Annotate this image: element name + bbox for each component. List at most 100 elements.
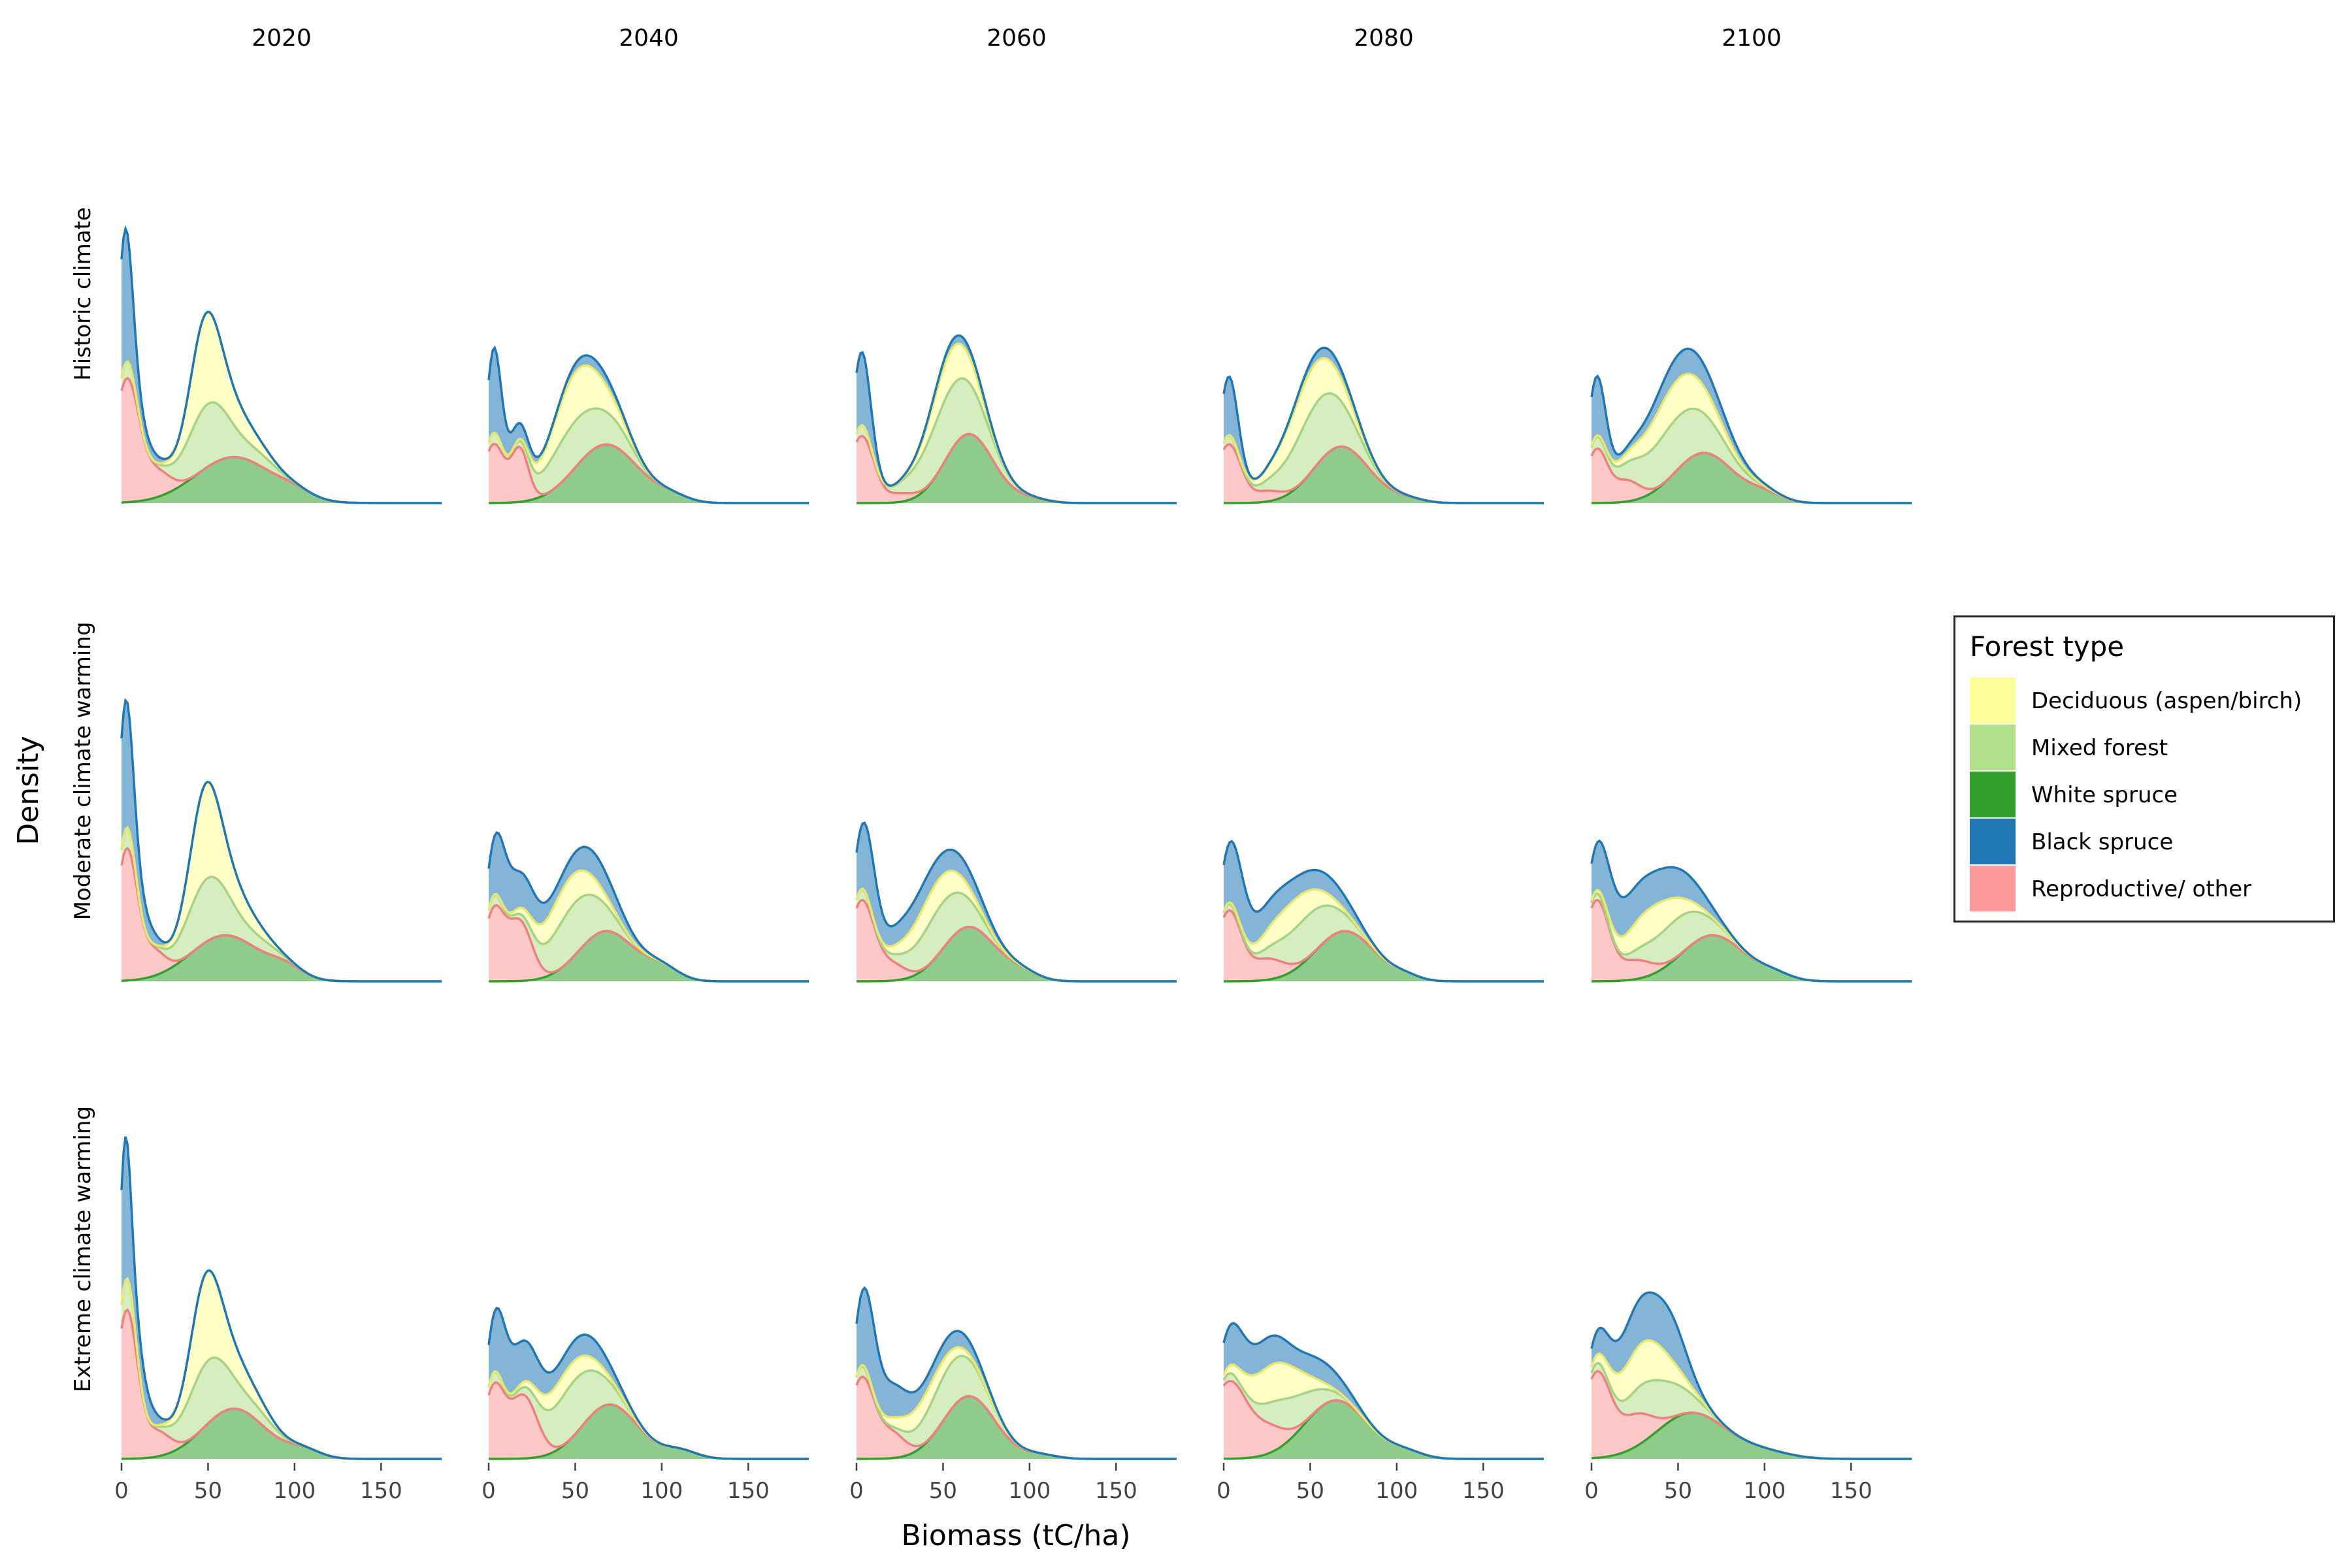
panel-1-2100: [1590, 840, 1912, 983]
area-repro: [1592, 1371, 1912, 1459]
row-title-0: Historic climate: [70, 207, 96, 381]
area-white: [1592, 453, 1912, 503]
area-repro: [1592, 448, 1912, 503]
panel-1-2040: [487, 831, 809, 983]
panel-2-2100: [1590, 1291, 1912, 1460]
x-tick-label: 0: [849, 1478, 864, 1504]
legend-item-black-spruce: Black spruce: [1970, 819, 2336, 866]
panel-1-2080: [1222, 840, 1544, 983]
line-black: [1590, 348, 1912, 504]
line-black: [120, 225, 442, 504]
area-black: [489, 832, 809, 981]
row-titles: Historic climate Moderate climate warming…: [70, 207, 96, 1392]
area-white: [1224, 931, 1544, 981]
legend-label-black-spruce: Black spruce: [2031, 829, 2174, 855]
area-white: [122, 935, 442, 981]
line-black: [855, 1286, 1177, 1460]
x-tick-label: 150: [1830, 1478, 1872, 1504]
column-title-2080: 2080: [1354, 25, 1414, 52]
area-mixed: [1224, 393, 1544, 503]
area-deciduous: [1592, 374, 1912, 503]
area-black: [1592, 1292, 1912, 1459]
row-title-1: Moderate climate warming: [70, 622, 96, 921]
legend-swatch-mixed: [1970, 725, 2016, 770]
panel-0-2060: [855, 334, 1177, 504]
x-tick-label: 50: [929, 1478, 957, 1504]
legend-item-white-spruce: White spruce: [1970, 772, 2336, 819]
area-white: [122, 457, 442, 503]
x-tick-label: 0: [1584, 1478, 1599, 1504]
area-mixed: [489, 1370, 809, 1459]
area-deciduous: [1592, 1340, 1912, 1459]
x-axis-ticks: 0 50 100 150 0 50 100 150 0 50 100 150 0 50 100 150 0 50 1…: [114, 1463, 1872, 1504]
line-black: [120, 698, 442, 983]
area-black: [857, 823, 1177, 981]
area-mixed: [857, 378, 1177, 503]
facet-panels: [120, 225, 1912, 1460]
legend-label-deciduous: Deciduous (aspen/birch): [2031, 688, 2302, 714]
area-deciduous: [857, 1347, 1177, 1459]
column-title-2100: 2100: [1722, 25, 1782, 52]
area-mixed: [489, 894, 809, 981]
legend-item-deciduous: Deciduous (aspen/birch): [1970, 678, 2336, 725]
area-mixed: [122, 361, 442, 503]
column-title-2020: 2020: [252, 25, 312, 52]
x-tick-label: 50: [1296, 1478, 1324, 1504]
legend-label-white-spruce: White spruce: [2031, 782, 2178, 808]
x-tick-label: 100: [1743, 1478, 1786, 1504]
y-axis-title: Density: [12, 736, 45, 845]
x-tick-label: 150: [1462, 1478, 1505, 1504]
legend-label-mixed: Mixed forest: [2031, 735, 2168, 761]
area-repro: [489, 905, 809, 981]
x-tick-label: 150: [727, 1478, 770, 1504]
area-deciduous: [1224, 889, 1544, 981]
area-deciduous: [489, 365, 809, 503]
legend-swatch-white-spruce: [1970, 772, 2016, 817]
line-black: [487, 1306, 809, 1460]
panel-2-2060: [855, 1286, 1177, 1460]
x-tick-label: 0: [114, 1478, 129, 1504]
area-white: [857, 1396, 1177, 1459]
x-tick-label: 50: [561, 1478, 589, 1504]
panel-1-2060: [855, 821, 1177, 983]
area-white: [1224, 446, 1544, 503]
area-deciduous: [122, 1270, 442, 1459]
legend-title: Forest type: [1970, 630, 2125, 662]
area-deciduous: [1592, 890, 1912, 981]
area-deciduous: [1224, 1362, 1544, 1459]
column-title-2060: 2060: [987, 25, 1047, 52]
area-white: [1592, 1413, 1912, 1459]
area-deciduous: [1224, 358, 1544, 503]
area-repro: [1224, 444, 1544, 503]
area-mixed: [489, 408, 809, 503]
panel-0-2080: [1222, 346, 1544, 504]
area-black: [489, 1308, 809, 1459]
area-mixed: [122, 1279, 442, 1459]
x-tick-label: 0: [1217, 1478, 1231, 1504]
area-white: [857, 926, 1177, 981]
line-black: [855, 334, 1177, 504]
area-white: [122, 1409, 442, 1459]
legend-swatch-black-spruce: [1970, 819, 2016, 864]
legend-swatch-deciduous: [1970, 678, 2016, 723]
line-black: [1222, 1322, 1544, 1460]
line-black: [1222, 840, 1544, 983]
legend: Forest type Deciduous (aspen/birch) Mixe…: [1953, 615, 2335, 923]
x-tick-label: 150: [360, 1478, 402, 1504]
panel-0-2100: [1590, 348, 1912, 504]
x-tick-label: 50: [194, 1478, 222, 1504]
area-repro: [122, 1309, 442, 1459]
area-repro: [122, 848, 442, 981]
line-black: [1590, 840, 1912, 983]
panel-0-2020: [120, 225, 442, 504]
line-black: [855, 821, 1177, 983]
x-tick-label: 100: [640, 1478, 683, 1504]
column-title-2040: 2040: [619, 25, 679, 52]
area-mixed: [1224, 904, 1544, 981]
area-repro: [122, 378, 442, 503]
x-tick-label: 100: [1008, 1478, 1051, 1504]
legend-swatch-reproductive: [1970, 866, 2016, 911]
area-white: [857, 434, 1177, 503]
area-repro: [1224, 1380, 1544, 1459]
